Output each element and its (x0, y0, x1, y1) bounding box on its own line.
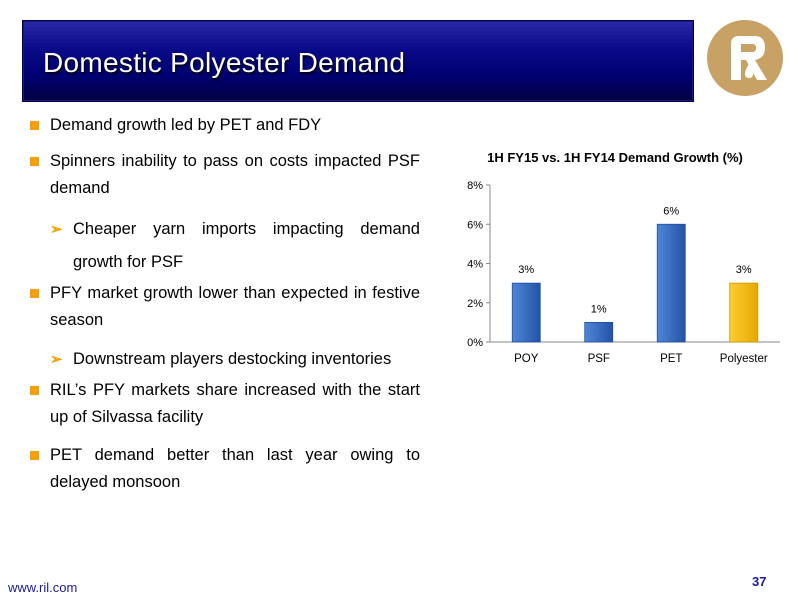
x-category-label: Polyester (720, 353, 768, 365)
arrowhead-bullet-icon: ➢ (50, 221, 63, 238)
bar-psf (584, 321, 614, 343)
slide-title: Domestic Polyester Demand (43, 47, 406, 78)
bar-pet (656, 223, 686, 343)
square-bullet-icon (30, 386, 39, 395)
data-label: 3% (736, 264, 752, 276)
title-bar: Domestic Polyester Demand (22, 20, 694, 102)
bullet-text: RIL’s PFY markets share increased with t… (50, 381, 420, 426)
bullet-list: Demand growth led by PET and FDY Spinner… (30, 112, 420, 496)
demand-growth-chart: 1H FY15 vs. 1H FY14 Demand Growth (%) 0%… (467, 150, 780, 365)
square-bullet-icon (30, 121, 39, 130)
x-category-label: PET (660, 353, 682, 365)
footer-website: www.ril.com (8, 580, 78, 595)
bullet-item: RIL’s PFY markets share increased with t… (30, 377, 420, 431)
data-label: 1% (591, 303, 607, 315)
y-tick-label: 0% (467, 337, 483, 349)
y-tick-label: 8% (467, 180, 483, 192)
bar-polyester (729, 282, 759, 343)
bullet-text: Demand growth led by PET and FDY (50, 116, 322, 134)
sub-bullet-item: ➢ Cheaper yarn imports impacting demand … (50, 213, 420, 279)
page-number: 37 (752, 574, 767, 589)
bullet-text: PET demand better than last year owing t… (50, 446, 420, 491)
bullet-item: Spinners inability to pass on costs impa… (30, 148, 420, 202)
chart-title: 1H FY15 vs. 1H FY14 Demand Growth (%) (487, 150, 743, 165)
arrowhead-bullet-icon: ➢ (50, 351, 63, 368)
square-bullet-icon (30, 157, 39, 166)
bullet-text: PFY market growth lower than expected in… (50, 284, 420, 329)
sub-bullet-text: Cheaper yarn imports impacting demand gr… (73, 220, 420, 271)
bullet-text: Spinners inability to pass on costs impa… (50, 152, 420, 197)
data-label: 3% (518, 264, 534, 276)
square-bullet-icon (30, 289, 39, 298)
bullet-item: PFY market growth lower than expected in… (30, 280, 420, 334)
x-category-label: PSF (588, 353, 610, 365)
reliance-logo-icon (707, 20, 783, 96)
bullet-item: PET demand better than last year owing t… (30, 442, 420, 496)
square-bullet-icon (30, 451, 39, 460)
y-tick-label: 2% (467, 298, 483, 310)
x-category-label: POY (514, 353, 539, 365)
sub-bullet-item: ➢ Downstream players destocking inventor… (50, 343, 420, 376)
sub-bullet-text: Downstream players destocking inventorie… (73, 350, 392, 368)
bullet-item: Demand growth led by PET and FDY (30, 112, 420, 139)
y-tick-label: 6% (467, 219, 483, 231)
data-label: 6% (663, 205, 679, 217)
bar-poy (511, 282, 541, 343)
y-tick-label: 4% (467, 259, 483, 271)
